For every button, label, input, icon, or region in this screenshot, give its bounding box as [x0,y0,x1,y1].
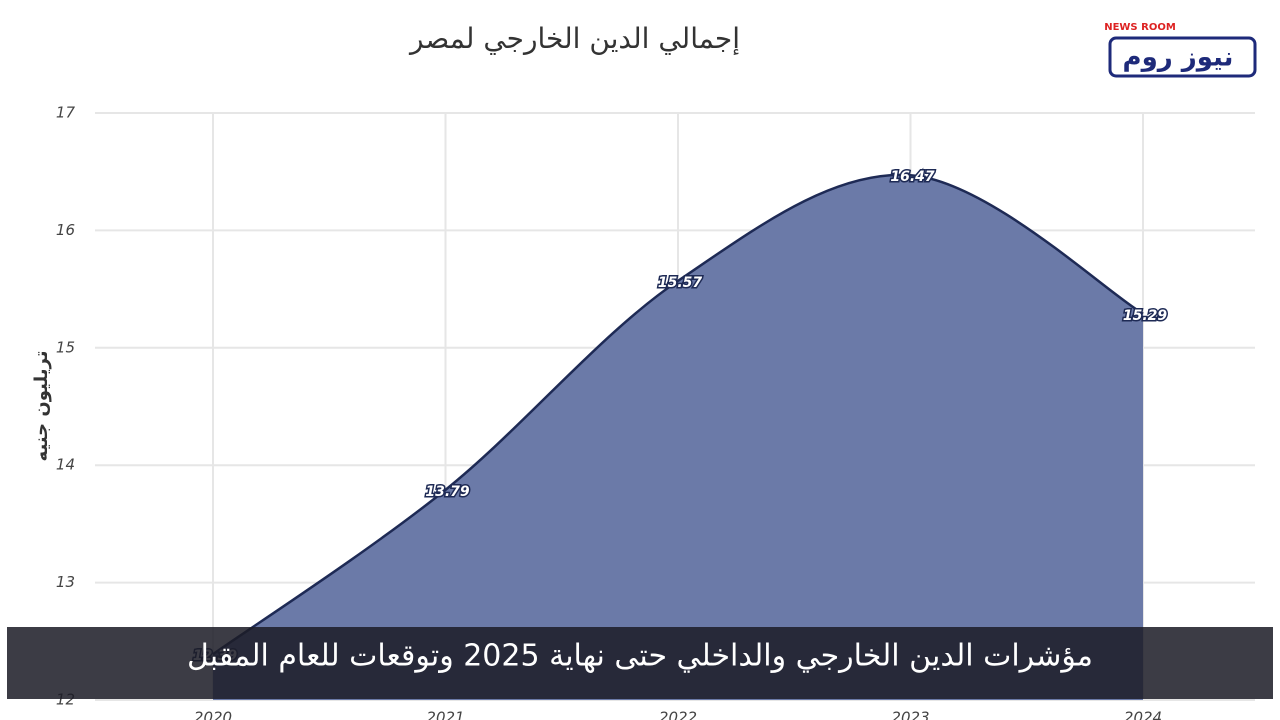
data-label: 16.47 [890,169,935,185]
caption-band [7,627,1273,699]
x-tick-label: 2021 [426,709,464,720]
y-tick-label: 13 [56,573,75,591]
y-tick-label: 14 [56,456,75,474]
logo-subtext: NEWS ROOM [1104,22,1176,33]
y-tick-label: 15 [56,338,75,356]
logo-frame [1108,36,1257,78]
x-tick-label: 2024 [1124,709,1162,720]
chart-title: إجمالي الدين الخارجي لمصر [408,22,740,55]
y-tick-label: 16 [56,221,75,239]
x-tick-label: 2023 [891,709,929,720]
y-axis-title: تريليون جنيه [31,351,52,462]
x-tick-label: 2022 [659,709,697,720]
line [212,173,1144,656]
plot: 1213141516172020202120222023202412.3913.… [56,104,1255,720]
caption: مؤشرات الدين الخارجي والداخلي حتى نهاية … [187,639,1093,674]
data-label: 13.79 [425,484,470,500]
area [213,174,1143,700]
data-label: 15.57 [658,275,703,291]
y-tick-label: 17 [56,104,76,122]
logo: نيوز روم NEWS ROOM [1104,22,1257,78]
logo-text: نيوز روم [1123,43,1234,73]
data-label: 15.29 [1123,308,1168,324]
x-tick-label: 2020 [194,709,232,720]
